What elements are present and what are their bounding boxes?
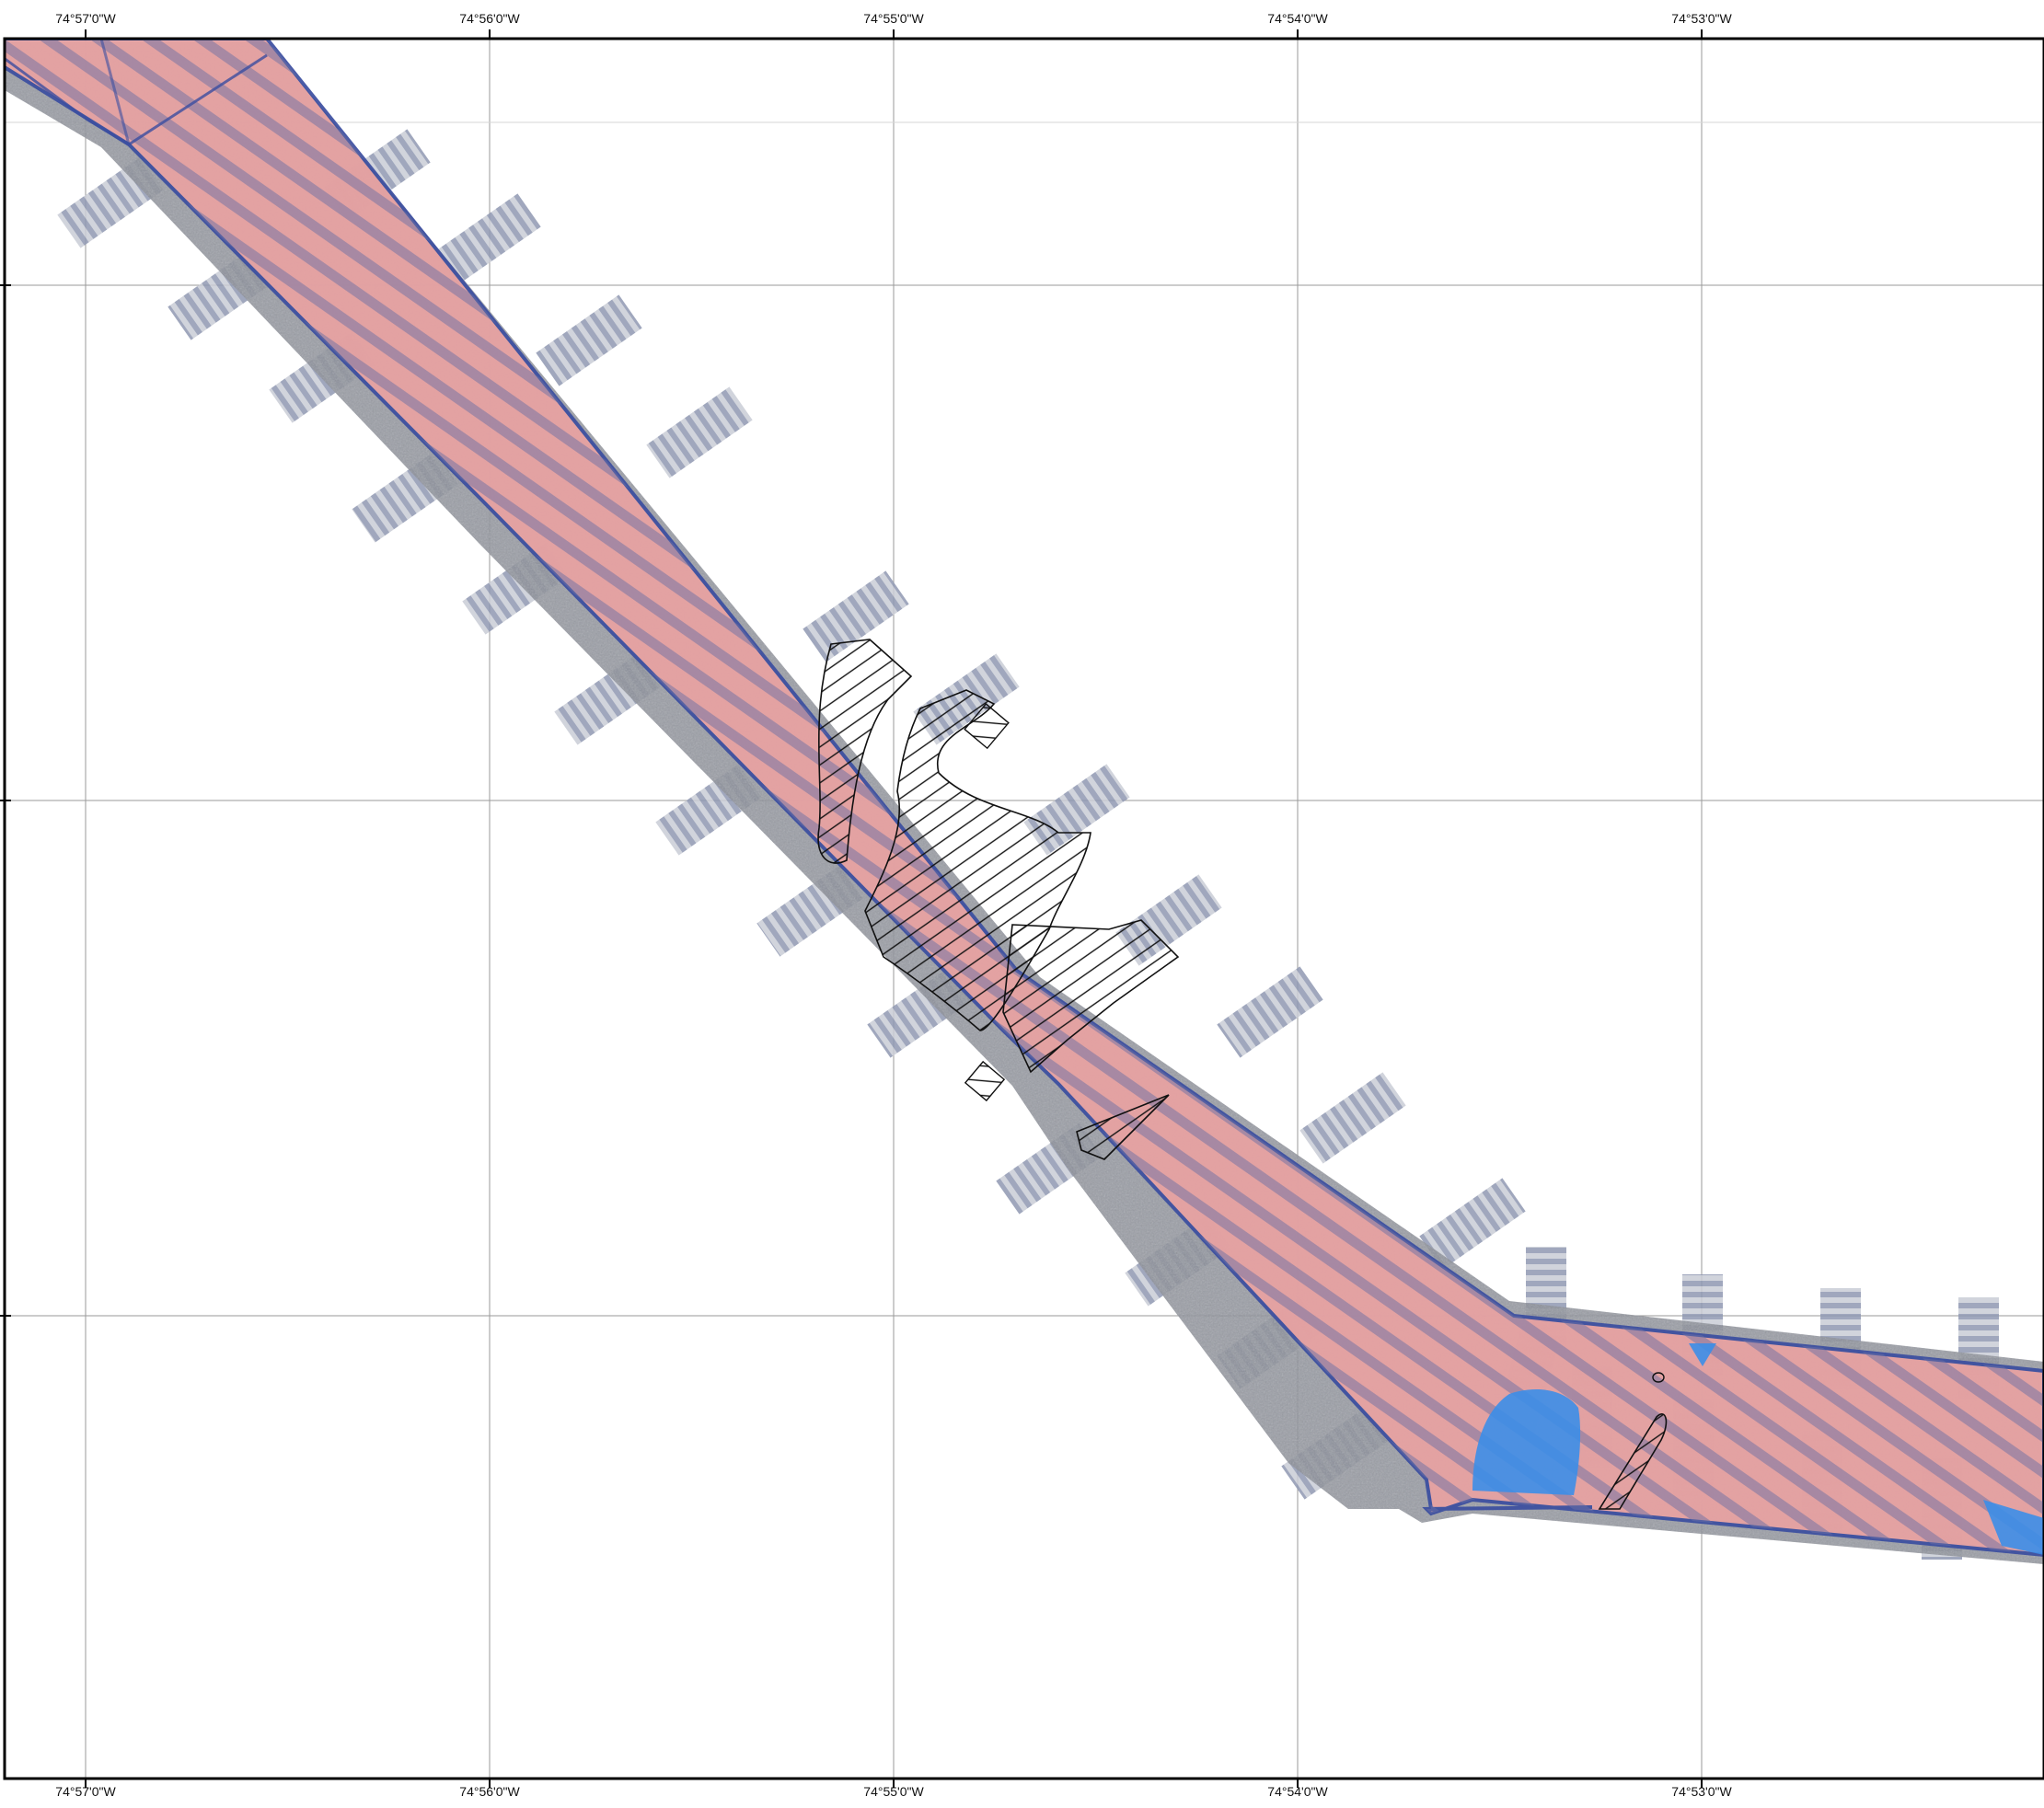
crossline-strip xyxy=(803,570,909,662)
blue-area xyxy=(1689,1343,1716,1366)
tick-labels-top: 74°57'0"W 74°56'0"W 74°55'0"W 74°54'0"W 74°5… xyxy=(0,11,1732,1317)
longitude-tick-label: 74°55'0"W xyxy=(863,1784,924,1799)
longitude-tick-label: 74°54'0"W xyxy=(1267,1784,1328,1799)
hatched-polygons xyxy=(817,639,1668,1510)
hatched-polygon xyxy=(1002,919,1180,1074)
longitude-tick-label: 74°54'0"W xyxy=(1267,11,1328,26)
hatched-polygon xyxy=(817,639,913,864)
crossline-strip xyxy=(434,193,541,285)
crossline-strip xyxy=(646,386,753,478)
longitude-tick-label: 74°56'0"W xyxy=(459,11,520,26)
corridor-boundary-line xyxy=(5,53,268,146)
crossline-strip xyxy=(1217,966,1323,1058)
crossline-strip xyxy=(1419,1178,1526,1270)
longitude-tick-label: 74°55'0"W xyxy=(863,11,924,26)
longitude-tick-label: 74°56'0"W xyxy=(459,1784,520,1799)
blue-area xyxy=(1472,1389,1581,1495)
crossline-strip xyxy=(536,294,642,386)
longitude-tick-label: 74°57'0"W xyxy=(55,1784,116,1799)
longitude-tick-label: 74°53'0"W xyxy=(1671,11,1732,26)
blue-area xyxy=(1983,1500,2044,1555)
longitude-tick-label: 74°53'0"W xyxy=(1671,1784,1732,1799)
longitude-tick-label: 74°57'0"W xyxy=(55,11,116,26)
map-frame xyxy=(3,37,2044,1780)
survey-corridor-stripes xyxy=(5,39,2044,1555)
hatched-polygon xyxy=(1652,1372,1665,1383)
hatched-polygon xyxy=(964,1060,1006,1102)
crossline-strip xyxy=(1299,1072,1406,1164)
hatched-polygon xyxy=(1598,1413,1668,1510)
hatched-polygon xyxy=(1076,1094,1170,1160)
hatched-polygon xyxy=(964,703,1010,750)
corridor-boundary-line xyxy=(99,39,131,145)
tick-labels-bottom: 74°57'0"W 74°56'0"W 74°55'0"W 74°54'0"W 74°5… xyxy=(55,1779,1732,1799)
